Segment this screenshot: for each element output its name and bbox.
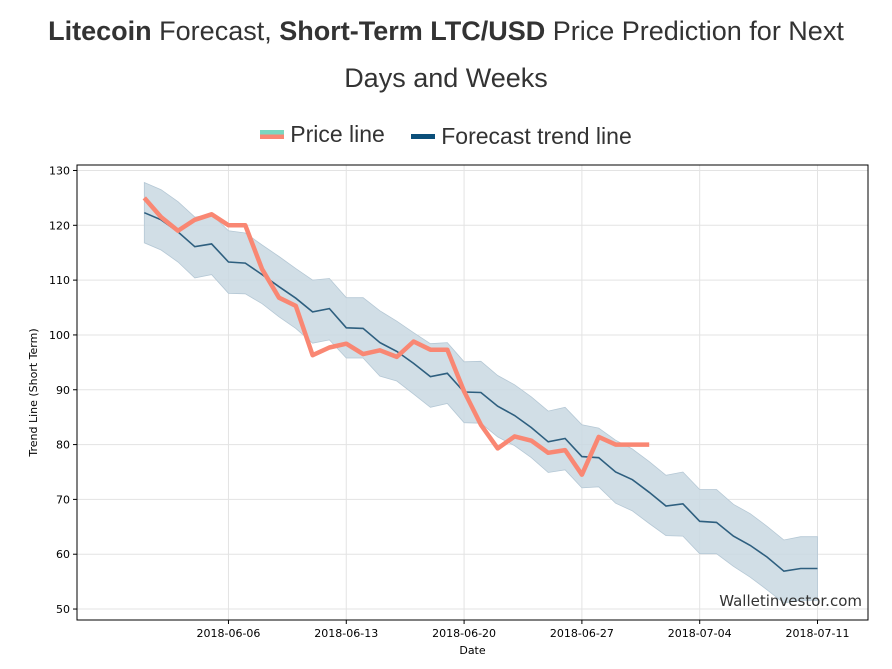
title-light-2: Price Prediction for Next — [545, 16, 844, 46]
x-tick-label: 2018-06-06 — [196, 627, 260, 640]
title-line-2: Days and Weeks — [344, 63, 548, 93]
legend-item-trend[interactable]: Forecast trend line — [411, 123, 632, 150]
chart-title: Litecoin Forecast, Short-Term LTC/USD Pr… — [0, 8, 892, 102]
plot-frame — [76, 164, 869, 621]
legend-item-price[interactable]: Price line — [260, 121, 385, 148]
y-axis-ticks: 50 60 70 80 90 100 110 120 130 — [49, 164, 77, 616]
y-tick-label: 60 — [56, 548, 70, 561]
x-tick-label: 2018-07-04 — [668, 627, 732, 640]
title-line-1: Litecoin Forecast, Short-Term LTC/USD Pr… — [0, 8, 892, 55]
y-tick-label: 50 — [56, 603, 70, 616]
y-axis-label: Trend Line (Short Term) — [27, 328, 40, 457]
x-tick-label: 2018-06-20 — [432, 627, 496, 640]
title-bold-2: Short-Term LTC/USD — [279, 16, 546, 46]
watermark-text: Walletinvestor.com — [719, 592, 862, 610]
x-tick-label: 2018-07-11 — [786, 627, 850, 640]
trend-line-swatch-icon — [411, 134, 436, 139]
x-tick-label: 2018-06-13 — [314, 627, 378, 640]
y-tick-label: 130 — [49, 164, 70, 177]
x-axis-ticks: 2018-06-06 2018-06-13 2018-06-20 2018-06-27… — [196, 620, 849, 640]
y-tick-label: 80 — [56, 439, 70, 452]
forecast-trend-line[interactable] — [143, 211, 818, 573]
y-tick-label: 70 — [56, 493, 70, 506]
legend-price-label: Price line — [290, 121, 385, 147]
y-tick-label: 110 — [49, 274, 70, 287]
title-light-1: Forecast, — [151, 16, 280, 46]
x-axis-label: Date — [459, 644, 486, 657]
legend-trend-label: Forecast trend line — [441, 123, 632, 149]
y-tick-label: 100 — [49, 329, 70, 342]
y-tick-label: 120 — [49, 219, 70, 232]
y-tick-label: 90 — [56, 384, 70, 397]
chart-legend: Price line Forecast trend line — [0, 118, 892, 150]
title-bold-1: Litecoin — [48, 16, 152, 46]
price-line[interactable] — [142, 196, 650, 477]
price-line-swatch-icon — [260, 130, 285, 139]
x-tick-label: 2018-06-27 — [550, 627, 614, 640]
